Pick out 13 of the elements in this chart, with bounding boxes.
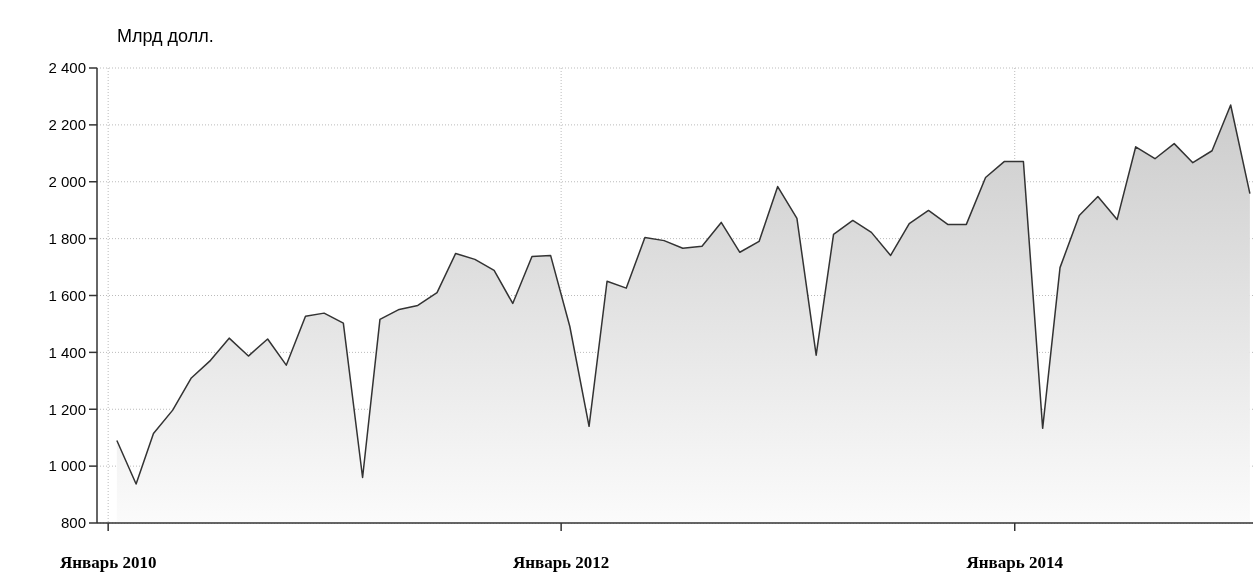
y-tick-label: 2 200 xyxy=(48,116,86,134)
y-tick-label: 2 000 xyxy=(48,173,86,190)
y-tick-label: 1 800 xyxy=(48,229,86,247)
y-tick-label: 2 400 xyxy=(48,59,86,77)
y-tick-label: 800 xyxy=(60,514,86,532)
y-tick-label: 1 600 xyxy=(48,286,86,304)
y-axis-title: Млрд долл. xyxy=(117,26,214,46)
y-tick-label: 1 200 xyxy=(48,400,86,418)
x-tick-label: Январь 2012 xyxy=(512,553,610,572)
x-tick-label: Январь 2010 xyxy=(59,553,157,572)
y-tick-label: 1 400 xyxy=(48,343,86,361)
y-tick-label: 1 000 xyxy=(48,457,86,475)
x-tick-label: Январь 2014 xyxy=(966,553,1064,572)
